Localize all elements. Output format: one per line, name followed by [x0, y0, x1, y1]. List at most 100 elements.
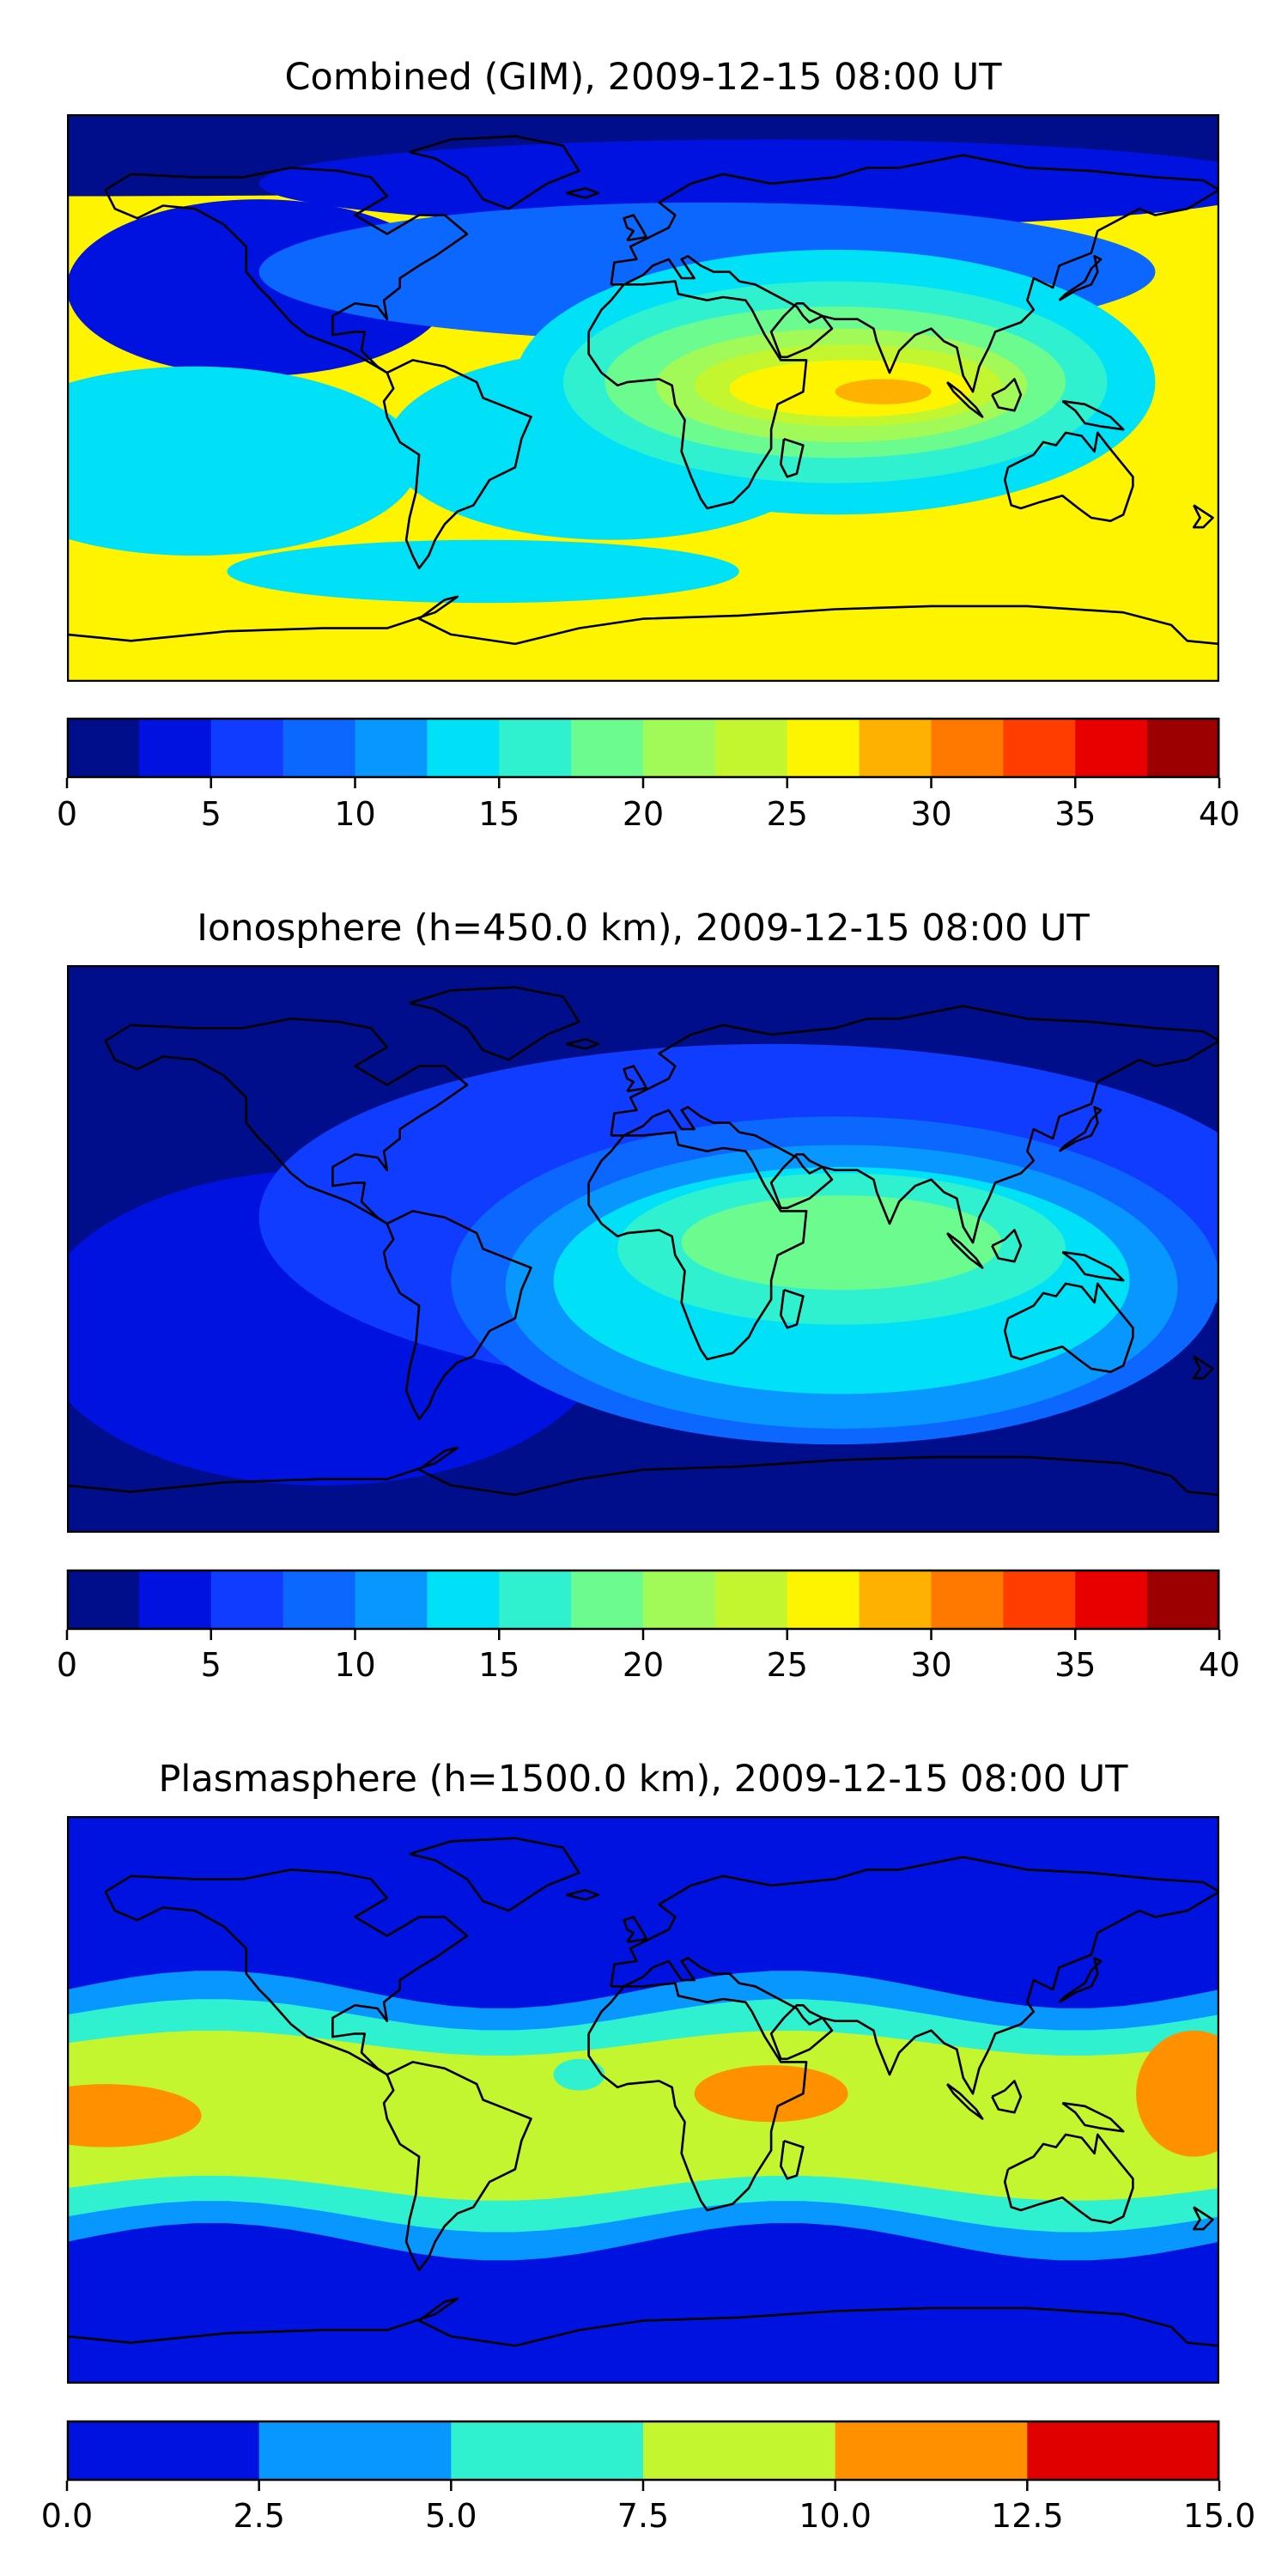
panel-3-colorbar-ticks: 0.0 2.5 5.0 7.5 10.0 12.5 15.0: [41, 2497, 1256, 2540]
colorbar-tick-label: 20: [622, 795, 665, 833]
contour-region: [553, 2058, 605, 2091]
colorbar-tick-label: 12.5: [991, 2497, 1064, 2535]
panel-3-colorbar: [65, 2420, 1221, 2491]
colorbar-segment: [643, 1570, 716, 1630]
colorbar-segment: [931, 1570, 1004, 1630]
coastline-japan: [1058, 255, 1103, 301]
contour-band: [67, 2030, 1219, 2201]
coastline-uk: [623, 214, 648, 242]
colorbar-segment: [499, 1570, 572, 1630]
colorbar-tick-label: 15: [478, 1646, 520, 1684]
coastline-south-america: [382, 359, 532, 570]
panel-3-map: [67, 1816, 1219, 2384]
coastline-madagascar: [779, 1288, 805, 1329]
colorbar-segment: [138, 718, 212, 778]
coastline-uk: [623, 1916, 648, 1944]
colorbar-segment: [931, 718, 1004, 778]
colorbar-segment: [499, 718, 572, 778]
coastlines: [67, 986, 1219, 1497]
colorbar-segment: [1027, 2421, 1220, 2481]
colorbar-segment: [1147, 718, 1220, 778]
coastline-japan: [1058, 1957, 1103, 2003]
colorbar-segment: [714, 718, 788, 778]
coastline-japan: [1058, 1106, 1103, 1152]
colorbar-tick-label: 15: [478, 795, 520, 833]
colorbar-segment: [258, 2421, 452, 2481]
coastline-new-guinea: [1061, 1250, 1125, 1282]
coastline-uk: [623, 1065, 648, 1093]
colorbar-segment: [67, 2421, 260, 2481]
colorbar-tick-label: 35: [1054, 1646, 1097, 1684]
colorbar-tick-label: 5.0: [425, 2497, 477, 2535]
coastline-new-guinea: [1061, 2101, 1125, 2133]
coastline-australia: [1003, 431, 1134, 523]
colorbar-frame: [66, 717, 1220, 779]
coastline-eurasia: [610, 1005, 1219, 1244]
coastline-sumatra: [946, 1232, 984, 1269]
colorbar-tick-label: 0.0: [40, 2497, 94, 2535]
colorbar-segment: [1147, 1570, 1220, 1630]
colorbar-segment: [67, 718, 140, 778]
coastline-borneo: [991, 2080, 1023, 2114]
coastline-iceland: [566, 187, 600, 199]
panel-2-map: [67, 965, 1219, 1533]
coastline-iceland: [566, 1038, 600, 1050]
colorbar-tick-label: 0: [56, 795, 78, 833]
coastline-nz: [1192, 2206, 1214, 2231]
colorbar-tick-label: 7.5: [617, 2497, 670, 2535]
colorbar-segment: [1003, 1570, 1076, 1630]
coastline-antarctica: [67, 1446, 1219, 1497]
coastline-iceland: [566, 1889, 600, 1901]
colorbar-tick-label: 10: [334, 1646, 376, 1684]
colorbar-segment: [787, 718, 860, 778]
colorbar-segment: [714, 1570, 788, 1630]
colorbar-segment: [787, 1570, 860, 1630]
panel-2-colorbar-ticks: 0 5 10 15 20 25 30 35 40: [57, 1646, 1240, 1689]
coastline-greenland: [409, 1837, 580, 1912]
colorbar-tick-label: 15.0: [1182, 2497, 1256, 2535]
colorbar-segment: [571, 718, 644, 778]
coastline-borneo: [991, 378, 1023, 412]
colorbar-tick-label: 30: [910, 1646, 952, 1684]
colorbar-segment: [643, 2421, 836, 2481]
colorbar-tick-label: 40: [1198, 795, 1241, 833]
contour-region: [67, 2084, 202, 2148]
coastlines: [67, 135, 1219, 646]
colorbar-segment: [451, 2421, 644, 2481]
colorbar-tick-label: 25: [766, 1646, 808, 1684]
colorbar-tick-label: 25: [766, 795, 808, 833]
contour-region: [1136, 2030, 1219, 2157]
panel-3-title: Plasmasphere (h=1500.0 km), 2009-12-15 0…: [158, 1758, 1128, 1801]
coastline-sumatra: [946, 381, 984, 418]
contour-region: [835, 379, 932, 404]
colorbar-segment: [355, 718, 428, 778]
colorbar-tick-label: 30: [910, 795, 952, 833]
contour-region: [67, 366, 419, 556]
coastline-eurasia: [610, 1856, 1219, 2095]
coastline-africa: [587, 280, 808, 510]
colorbar-segment: [67, 1570, 140, 1630]
coastline-borneo: [991, 1229, 1023, 1263]
coastline-africa: [587, 1982, 808, 2212]
colorbar-frame: [66, 2420, 1220, 2482]
coastline-north-america: [104, 1868, 469, 2076]
coastline-madagascar: [779, 2139, 805, 2180]
coastline-africa: [587, 1131, 808, 1361]
colorbar-tick-label: 2.5: [233, 2497, 285, 2535]
colorbar-segment: [1075, 1570, 1148, 1630]
colorbar-segment: [859, 1570, 932, 1630]
panel-1-colorbar: [65, 717, 1221, 788]
panel-2-colorbar: [65, 1569, 1221, 1640]
colorbar-segment: [1003, 718, 1076, 778]
colorbar-segment: [210, 1570, 284, 1630]
colorbar-segment: [859, 718, 932, 778]
coastline-greenland: [409, 135, 580, 210]
colorbar-tick-label: 5: [200, 795, 222, 833]
coastline-north-america: [104, 1018, 469, 1225]
colorbar-segment: [643, 718, 716, 778]
contour-region: [694, 2065, 848, 2123]
coastline-eurasia: [610, 154, 1219, 393]
coastline-antarctica: [67, 2297, 1219, 2348]
colorbar-frame: [66, 1569, 1220, 1631]
panel-1-colorbar-ticks: 0 5 10 15 20 25 30 35 40: [57, 795, 1240, 838]
